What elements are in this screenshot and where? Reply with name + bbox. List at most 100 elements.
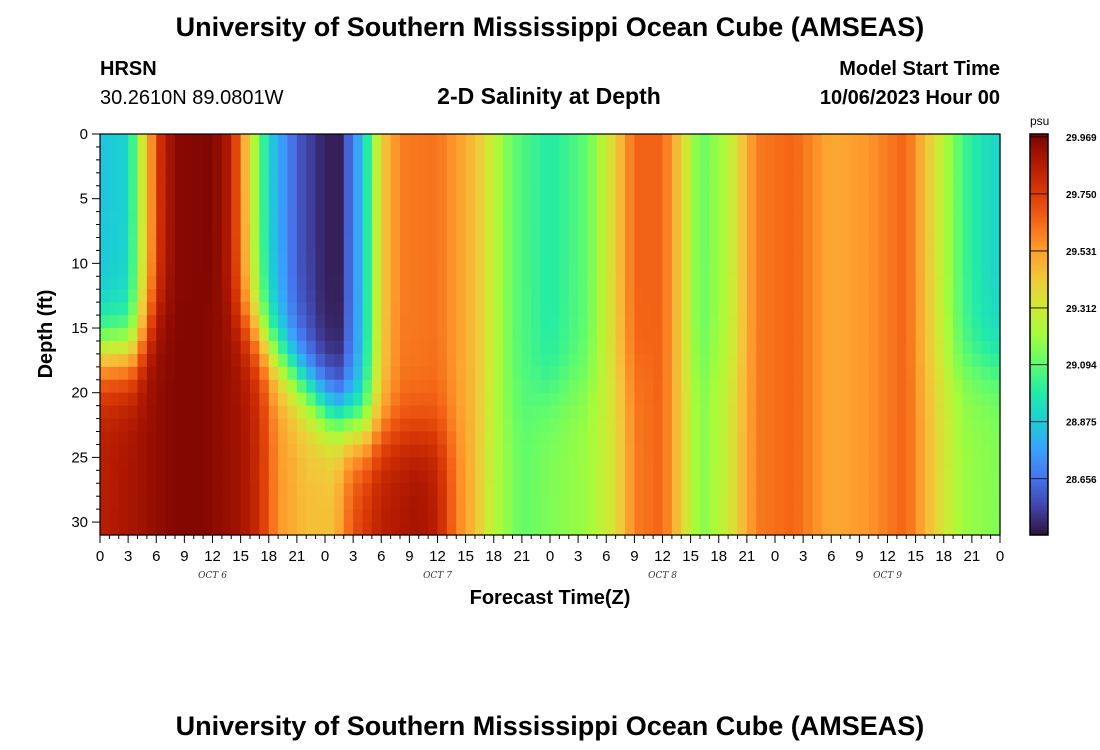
heatmap-cell (137, 146, 148, 161)
heatmap-cell (128, 315, 139, 329)
heatmap-cell (812, 366, 823, 381)
heatmap-cell (653, 353, 664, 368)
heatmap-cell (765, 237, 776, 252)
heatmap-cell (737, 353, 748, 368)
heatmap-cell (325, 250, 335, 264)
heatmap-cell (221, 237, 232, 252)
heatmap-cell (100, 457, 110, 471)
heatmap-cell (887, 289, 898, 303)
heatmap-cell (775, 172, 785, 187)
heatmap-cell (784, 315, 795, 329)
heatmap-cell (737, 496, 748, 510)
heatmap-cell (540, 250, 551, 264)
heatmap-cell (175, 366, 185, 381)
heatmap-cell (596, 185, 607, 200)
heatmap-cell (765, 470, 776, 484)
heatmap-cell (868, 405, 879, 420)
heatmap-cell (503, 366, 514, 381)
heatmap-cell (493, 263, 504, 277)
heatmap-cell (118, 250, 129, 264)
heatmap-cell (606, 328, 617, 342)
heatmap-cell (765, 159, 776, 174)
heatmap-cell (362, 198, 373, 213)
heatmap-cell (606, 431, 617, 446)
heatmap-cell (137, 457, 148, 471)
heatmap-cell (306, 418, 317, 433)
heatmap-cell (456, 379, 467, 394)
heatmap-cell (643, 509, 654, 523)
heatmap-cell (287, 431, 298, 446)
heatmap-cell (240, 379, 251, 394)
heatmap-cell (128, 392, 139, 407)
heatmap-cell (175, 392, 185, 407)
heatmap-cell (278, 276, 289, 290)
heatmap-cell (971, 457, 982, 471)
x-tick-label: 18 (485, 548, 502, 565)
x-tick-label: 0 (96, 548, 104, 565)
heatmap-cell (109, 302, 120, 316)
heatmap-cell (278, 509, 289, 523)
heatmap-cell (850, 289, 860, 303)
heatmap-cell (456, 198, 467, 213)
heatmap-cell (362, 470, 373, 484)
heatmap-cell (212, 172, 223, 187)
heatmap-cell (850, 263, 860, 277)
heatmap-cell (850, 340, 860, 355)
heatmap-cell (625, 418, 635, 433)
heatmap-cell (803, 172, 814, 187)
heatmap-cell (362, 146, 373, 161)
heatmap-cell (381, 328, 392, 342)
heatmap-cell (971, 237, 982, 252)
heatmap-cell (268, 276, 279, 290)
heatmap-cell (203, 379, 214, 394)
heatmap-cell (437, 302, 448, 316)
heatmap-cell (587, 496, 598, 510)
heatmap-cell (700, 340, 710, 355)
heatmap-cell (568, 237, 579, 252)
heatmap-cell (371, 522, 382, 536)
heatmap-cell (315, 418, 326, 433)
heatmap-cell (953, 250, 964, 264)
heatmap-cell (737, 276, 748, 290)
heatmap-cell (831, 379, 842, 394)
heatmap-cell (634, 185, 645, 200)
heatmap-cell (437, 444, 448, 458)
heatmap-cell (896, 483, 907, 497)
heatmap-cell (700, 263, 710, 277)
heatmap-cell (578, 470, 589, 484)
heatmap-cell (634, 134, 645, 148)
heatmap-cell (315, 250, 326, 264)
heatmap-cell (203, 496, 214, 510)
heatmap-cell (953, 496, 964, 510)
heatmap-cell (700, 211, 710, 226)
heatmap-cell (306, 289, 317, 303)
heatmap-cell (859, 328, 870, 342)
heatmap-cell (362, 211, 373, 226)
heatmap-cell (643, 366, 654, 381)
heatmap-cell (278, 483, 289, 497)
heatmap-cell (362, 405, 373, 420)
heatmap-cell (100, 496, 110, 510)
heatmap-cell (465, 457, 476, 471)
heatmap-cell (268, 159, 279, 174)
heatmap-cell (278, 457, 289, 471)
heatmap-cell (165, 198, 176, 213)
heatmap-cell (381, 302, 392, 316)
heatmap-cell (259, 211, 270, 226)
heatmap-cell (840, 496, 851, 510)
heatmap-cell (737, 237, 748, 252)
heatmap-cell (409, 366, 420, 381)
heatmap-cell (840, 328, 851, 342)
colorbar-ticks: 29.96929.75029.53129.31229.09428.87528.6… (1030, 133, 1097, 486)
heatmap-cell (437, 470, 448, 484)
heatmap-cell (446, 172, 457, 187)
heatmap-cell (362, 522, 373, 536)
heatmap-cell (634, 250, 645, 264)
heatmap-cell (278, 340, 289, 355)
heatmap-cell (953, 172, 964, 187)
heatmap-cell (681, 237, 692, 252)
heatmap-cell (925, 444, 935, 458)
heatmap-cell (325, 263, 335, 277)
heatmap-cell (212, 198, 223, 213)
heatmap-cell (859, 263, 870, 277)
